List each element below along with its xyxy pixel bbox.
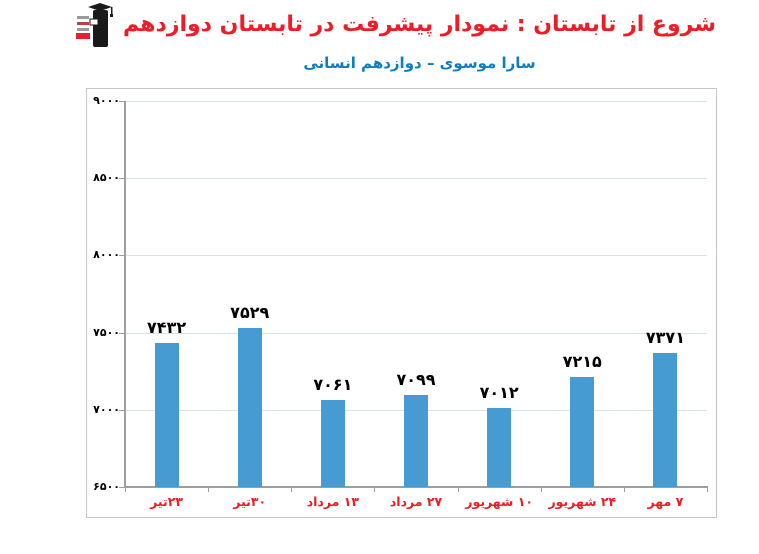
bar bbox=[487, 407, 512, 487]
page-title: شروع از تابستان : نمودار پیشرفت در تابست… bbox=[123, 12, 716, 37]
y-tick-label: ۸۵۰۰ bbox=[93, 171, 120, 185]
x-tick bbox=[374, 488, 376, 492]
bar bbox=[154, 343, 179, 487]
gridline bbox=[126, 255, 707, 257]
bar bbox=[404, 394, 428, 487]
kanoon-logo bbox=[76, 3, 116, 49]
gridline bbox=[126, 178, 707, 180]
y-tick-label: ۷۰۰۰ bbox=[93, 402, 120, 416]
y-axis bbox=[124, 101, 126, 488]
x-axis bbox=[124, 486, 708, 488]
x-category-label: ۲۴ شهریور bbox=[548, 494, 617, 509]
y-tick bbox=[119, 178, 124, 180]
y-tick bbox=[119, 409, 124, 411]
y-tick bbox=[119, 332, 124, 334]
bar-value-label: ۷۰۶۱ bbox=[313, 375, 353, 395]
y-tick-label: ۷۵۰۰ bbox=[93, 325, 120, 339]
y-tick-label: ۶۵۰۰ bbox=[93, 480, 120, 493]
x-category-label: ۲۳تیر bbox=[150, 494, 183, 509]
x-category-label: ۳۰تیر bbox=[233, 494, 267, 509]
x-tick bbox=[623, 488, 625, 492]
y-tick bbox=[119, 101, 124, 102]
bar bbox=[320, 400, 345, 487]
x-tick bbox=[540, 488, 542, 492]
logo-text-line bbox=[77, 28, 89, 31]
x-category-label: ۲۷ مرداد bbox=[389, 494, 443, 509]
tassel-end bbox=[110, 14, 113, 17]
tassel bbox=[111, 7, 113, 15]
bar bbox=[237, 328, 262, 487]
gridline bbox=[126, 101, 707, 102]
y-tick-label: ۹۰۰۰ bbox=[93, 94, 120, 107]
x-tick bbox=[125, 488, 126, 492]
x-category-label: ۱۰ شهریور bbox=[465, 494, 533, 509]
y-tick bbox=[119, 487, 124, 488]
x-category-label: ۷ مهر bbox=[647, 494, 684, 509]
x-tick bbox=[208, 488, 210, 492]
chart-box: ۹۰۰۰ ۸۵۰۰ ۸۰۰۰ ۷۵۰۰ ۷۰۰۰ ۶۵۰۰ ۷۴۳۲ ۲۳تیر ۷۵۲۹ ۳۰ت… bbox=[86, 88, 717, 518]
y-tick bbox=[119, 255, 124, 257]
logo-text-line bbox=[77, 16, 89, 19]
x-category-label: ۱۳ مرداد bbox=[306, 494, 359, 509]
book bbox=[89, 18, 99, 26]
page-subtitle: سارا موسوی – دوازدهم انسانی bbox=[303, 54, 536, 72]
x-tick bbox=[291, 488, 293, 492]
graduate-icon bbox=[76, 3, 113, 47]
bar-value-label: ۷۴۳۲ bbox=[147, 318, 187, 338]
bar bbox=[653, 352, 678, 487]
y-tick-label: ۸۰۰۰ bbox=[93, 248, 120, 262]
bar-value-label: ۷۲۱۵ bbox=[562, 351, 602, 371]
logo-text-line bbox=[77, 22, 89, 25]
bar bbox=[570, 376, 595, 487]
mortarboard-cap bbox=[88, 3, 112, 11]
logo-red-block bbox=[76, 33, 90, 39]
bar-value-label: ۷۳۷۱ bbox=[645, 327, 685, 347]
x-tick bbox=[457, 488, 459, 492]
bar-value-label: ۷۰۱۲ bbox=[479, 382, 519, 402]
bar-value-label: ۷۰۹۹ bbox=[396, 369, 436, 389]
bar-value-label: ۷۵۲۹ bbox=[230, 303, 270, 323]
x-tick bbox=[707, 488, 708, 492]
gridline bbox=[126, 332, 707, 334]
